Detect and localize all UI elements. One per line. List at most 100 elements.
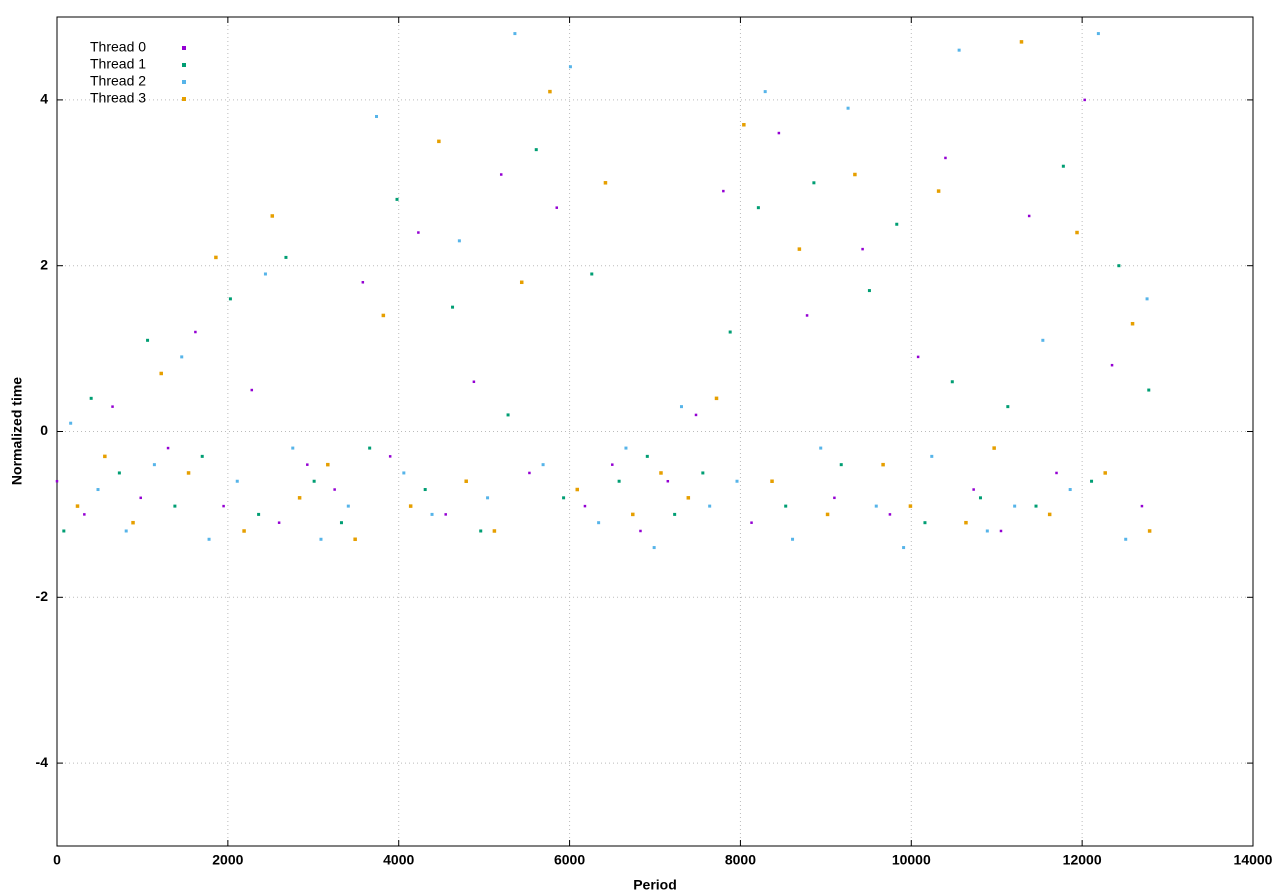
point (1103, 471, 1107, 475)
point (437, 139, 441, 144)
point (978, 496, 982, 500)
point (486, 496, 490, 500)
point (923, 521, 927, 525)
point (139, 496, 142, 500)
point (902, 546, 906, 550)
point (235, 479, 239, 483)
point (895, 222, 899, 226)
point (1075, 230, 1079, 235)
point (528, 471, 531, 475)
point (89, 396, 93, 400)
legend-swatch (182, 46, 186, 50)
point (111, 405, 114, 408)
point (992, 446, 996, 450)
point (173, 504, 177, 508)
point (339, 521, 343, 525)
point (1034, 504, 1038, 508)
point (888, 513, 892, 516)
point (194, 330, 197, 334)
point (444, 513, 447, 516)
point (575, 487, 580, 492)
point (839, 463, 843, 467)
legend-swatch (182, 63, 186, 67)
point (722, 189, 725, 193)
x-tick-label: 10000 (892, 852, 931, 868)
point (908, 504, 913, 508)
point (686, 496, 691, 500)
point (639, 529, 642, 533)
point (312, 479, 316, 483)
point (492, 529, 497, 533)
point (874, 504, 878, 508)
point (368, 446, 372, 450)
point (69, 421, 73, 425)
point (881, 462, 885, 467)
point (277, 521, 281, 524)
point (464, 479, 468, 483)
point (701, 471, 705, 475)
point (62, 529, 66, 533)
point (867, 289, 871, 293)
point (207, 537, 211, 541)
point (590, 272, 594, 276)
point (408, 504, 413, 508)
point (805, 314, 809, 317)
point (214, 255, 218, 260)
point (417, 231, 420, 234)
x-axis-label: Period (633, 877, 677, 893)
point (555, 206, 559, 209)
point (916, 355, 920, 359)
y-tick-label: 0 (40, 422, 48, 438)
legend-label: Thread 2 (90, 73, 146, 89)
x-tick-label: 0 (53, 852, 61, 868)
point (562, 496, 566, 500)
point (451, 305, 455, 309)
point (1145, 297, 1149, 301)
point (1130, 321, 1135, 326)
point (1055, 471, 1058, 475)
point (812, 181, 816, 185)
y-tick-label: 4 (40, 91, 48, 107)
legend-swatch (182, 80, 186, 84)
point (270, 214, 275, 218)
x-tick-label: 12000 (1063, 852, 1102, 868)
point (75, 504, 80, 508)
point (930, 454, 934, 458)
point (519, 280, 524, 285)
point (936, 189, 941, 193)
point (55, 479, 59, 483)
point (159, 371, 163, 376)
point (250, 388, 254, 392)
point (985, 529, 989, 533)
point (1147, 388, 1151, 392)
point (1147, 529, 1152, 533)
point (597, 521, 601, 525)
point (200, 454, 204, 458)
point (499, 173, 503, 176)
point (624, 446, 628, 450)
point (756, 206, 760, 210)
point (833, 496, 836, 500)
point (797, 247, 802, 251)
point (853, 172, 857, 177)
legend-swatch (182, 97, 186, 101)
point (1027, 214, 1031, 218)
point (381, 313, 386, 318)
point (728, 330, 732, 334)
point (1110, 363, 1114, 367)
point (423, 488, 427, 492)
point (568, 65, 572, 69)
point (124, 529, 128, 533)
point (319, 537, 323, 541)
point (1068, 488, 1072, 492)
point (714, 396, 719, 401)
point (472, 380, 476, 384)
point (652, 546, 656, 550)
legend-label: Thread 3 (90, 90, 146, 106)
point (1090, 479, 1094, 483)
point (430, 512, 434, 516)
x-tick-label: 2000 (212, 852, 243, 868)
point (1124, 537, 1128, 541)
plot-frame (56, 16, 1254, 847)
point (583, 504, 587, 508)
